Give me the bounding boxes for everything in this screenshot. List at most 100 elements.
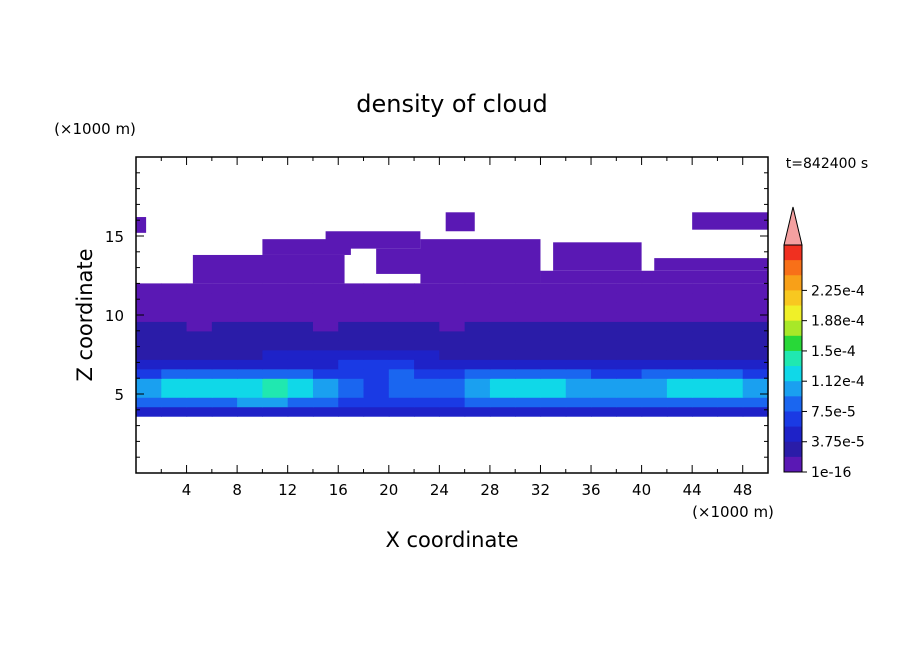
contour-cell xyxy=(237,368,263,379)
contour-cell xyxy=(363,378,390,389)
contour-cell xyxy=(540,359,567,370)
contour-cell xyxy=(161,302,188,313)
contour-cell xyxy=(540,397,567,408)
contour-cell xyxy=(414,292,440,303)
contour-cell xyxy=(540,292,567,303)
contour-cell xyxy=(540,368,567,379)
contour-cell xyxy=(237,349,263,360)
contour-cell xyxy=(312,359,339,370)
contour-cell xyxy=(287,283,314,294)
contour-cell xyxy=(312,406,339,417)
x-tick-label: 48 xyxy=(733,481,752,499)
contour-cell xyxy=(363,368,390,379)
contour-cell xyxy=(338,397,365,408)
contour-cell xyxy=(414,387,440,398)
contour-cell xyxy=(262,349,289,360)
contour-cell xyxy=(616,359,643,370)
contour-cell xyxy=(616,397,643,408)
contour-cell xyxy=(515,349,542,360)
contour-cell xyxy=(186,302,213,313)
contour-cell xyxy=(565,359,592,370)
contour-cell xyxy=(312,283,339,294)
contour-cell xyxy=(237,340,263,351)
contour-cell xyxy=(565,387,592,398)
contour-cell xyxy=(388,359,415,370)
y-unit-label: (×1000 m) xyxy=(54,120,136,138)
colorbar-label: 2.25e-4 xyxy=(811,283,865,299)
contour-cell xyxy=(489,302,516,313)
contour-cell xyxy=(666,397,693,408)
contour-cell xyxy=(515,340,542,351)
contour-patch xyxy=(325,231,421,249)
contour-cell xyxy=(641,406,668,417)
contour-cell xyxy=(338,378,365,389)
contour-cell xyxy=(338,302,365,313)
contour-cell xyxy=(439,321,466,332)
contour-cell xyxy=(692,340,719,351)
contour-cell xyxy=(312,387,339,398)
colorbar-label: 1.12e-4 xyxy=(811,374,865,390)
contour-cell xyxy=(489,387,516,398)
contour-cell xyxy=(161,397,188,408)
contour-cell xyxy=(186,378,213,389)
contour-cell xyxy=(464,321,491,332)
contour-cell xyxy=(742,321,769,332)
contour-cell xyxy=(186,321,213,332)
contour-cell xyxy=(338,283,365,294)
contour-cell xyxy=(161,406,188,417)
contour-cell xyxy=(641,368,668,379)
contour-cell xyxy=(717,302,744,313)
contour-cell xyxy=(692,321,719,332)
contour-cell xyxy=(287,311,314,322)
contour-cell xyxy=(338,359,365,370)
contour-cell xyxy=(616,302,643,313)
x-tick-label: 8 xyxy=(232,481,242,499)
contour-cell xyxy=(338,340,365,351)
contour-cell xyxy=(489,359,516,370)
contour-cell xyxy=(237,378,263,389)
contour-cell xyxy=(666,340,693,351)
contour-cell xyxy=(616,292,643,303)
contour-cell xyxy=(161,387,188,398)
contour-cell xyxy=(186,283,213,294)
contour-cell xyxy=(287,378,314,389)
contour-cell xyxy=(591,406,617,417)
contour-cell xyxy=(363,321,390,332)
contour-cell xyxy=(717,406,744,417)
contour-cell xyxy=(186,368,213,379)
contour-cell xyxy=(717,292,744,303)
contour-cell xyxy=(641,283,668,294)
contour-cell xyxy=(515,368,542,379)
contour-cell xyxy=(616,283,643,294)
contour-field xyxy=(136,212,769,417)
contour-cell xyxy=(692,283,719,294)
contour-cell xyxy=(186,311,213,322)
contour-cell xyxy=(565,302,592,313)
contour-cell xyxy=(742,359,769,370)
contour-cell xyxy=(565,311,592,322)
contour-cell xyxy=(439,330,466,341)
colorbar-swatch xyxy=(784,260,802,276)
contour-cell xyxy=(692,368,719,379)
contour-cell xyxy=(136,292,162,303)
contour-cell xyxy=(262,406,289,417)
contour-cell xyxy=(363,330,390,341)
x-tick-label: 16 xyxy=(329,481,348,499)
contour-patch xyxy=(540,270,768,284)
contour-cell xyxy=(717,378,744,389)
contour-patch xyxy=(553,242,642,271)
contour-cell xyxy=(464,349,491,360)
contour-cell xyxy=(338,349,365,360)
contour-cell xyxy=(540,311,567,322)
contour-cell xyxy=(161,283,188,294)
contour-cell xyxy=(388,378,415,389)
contour-cell xyxy=(666,387,693,398)
contour-cell xyxy=(666,321,693,332)
contour-cell xyxy=(388,387,415,398)
contour-cell xyxy=(388,330,415,341)
contour-cell xyxy=(211,359,238,370)
contour-cell xyxy=(262,368,289,379)
contour-cell xyxy=(262,359,289,370)
x-tick-label: 24 xyxy=(430,481,449,499)
contour-cell xyxy=(742,311,769,322)
